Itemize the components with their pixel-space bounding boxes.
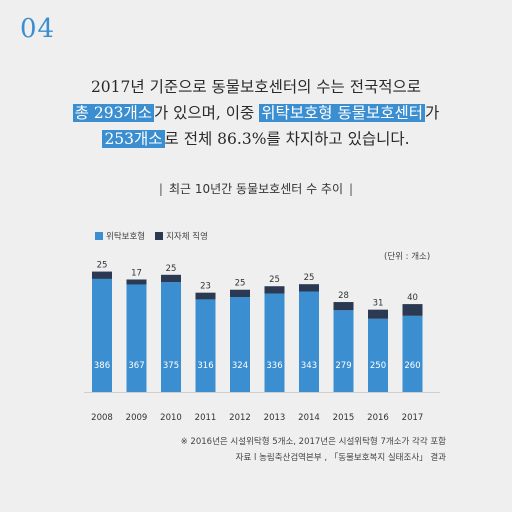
headline-line-3: 253개소 로 전체 86.3%를 차지하고 있습니다.	[0, 126, 512, 152]
data-label-outsourced-2011: 316	[197, 361, 213, 371]
footnote-source: 자료 l 농림축산검역본부 , 「동물보호복지 실태조사」 결과	[235, 453, 446, 463]
bar-municipal-2010	[161, 274, 181, 283]
bar-outsourced-2015	[333, 310, 354, 392]
bar-municipal-2017	[402, 304, 423, 316]
headline-line-1: 2017년 기준으로 동물보호센터의 수는 전국적으로	[90, 78, 422, 96]
x-tick-label-2015: 2015	[333, 413, 355, 423]
data-label-municipal-2013: 25	[269, 275, 280, 285]
headline: 2017년 기준으로 동물보호센터의 수는 전국적으로 총 293개소 가 있으며…	[0, 74, 512, 152]
footnote-note: ※ 2016년은 시설위탁형 5개소, 2017년은 시설위탁형 7개소가 각각…	[180, 437, 446, 447]
data-label-outsourced-2012: 324	[232, 361, 248, 371]
bar-municipal-2015	[333, 302, 354, 311]
data-label-municipal-2014: 25	[304, 273, 315, 283]
footnote: ※ 2016년은 시설위탁형 5개소, 2017년은 시설위탁형 7개소가 각각…	[181, 434, 446, 466]
data-label-outsourced-2017: 260	[404, 361, 420, 371]
x-tick-label-2008: 2008	[91, 413, 113, 423]
x-tick-label-2012: 2012	[229, 413, 251, 423]
legend-label-outsourced: 위탁보호형	[106, 232, 146, 242]
x-tick-label-2014: 2014	[298, 413, 320, 423]
x-tick-label-2009: 2009	[126, 413, 148, 423]
data-label-municipal-2016: 31	[373, 299, 384, 309]
legend-swatch-municipal	[155, 232, 164, 240]
chart-legend: 위탁보호형 지자체 직영	[95, 230, 208, 242]
bar-municipal-2011	[195, 292, 216, 300]
data-label-municipal-2015: 28	[338, 291, 349, 301]
chart-title-bar-left: |	[158, 182, 163, 196]
legend-item-outsourced: 위탁보호형	[95, 230, 145, 242]
bar-outsourced-2014	[299, 291, 319, 392]
data-label-municipal-2010: 25	[166, 264, 177, 274]
bar-municipal-2013	[264, 286, 285, 294]
headline-line-3-rest: 로 전체 86.3%를 차지하고 있습니다.	[164, 130, 410, 148]
headline-line-2: 총 293개소 가 있으며, 이중 위탁보호형 동물보호센터 가	[0, 100, 512, 126]
page-number: 04	[20, 14, 56, 44]
data-label-outsourced-2013: 336	[266, 361, 282, 371]
chart-title-bar-right: |	[349, 182, 354, 196]
bar-outsourced-2013	[264, 293, 285, 392]
chart-title-text: 최근 10년간 동물보호센터 수 추이	[168, 182, 344, 196]
x-tick-label-2016: 2016	[367, 413, 389, 423]
highlight-outsourced: 위탁보호형 동물보호센터	[259, 104, 426, 122]
bar-outsourced-2017	[402, 315, 423, 392]
bar-municipal-2014	[299, 284, 319, 292]
legend-label-municipal: 지자체 직영	[166, 232, 208, 242]
data-label-outsourced-2015: 279	[335, 361, 351, 371]
headline-line-2-end: 가	[425, 104, 440, 122]
bar-outsourced-2011	[195, 299, 216, 392]
highlight-count: 253개소	[102, 130, 165, 148]
data-label-municipal-2012: 25	[235, 279, 246, 289]
bar-municipal-2016	[368, 309, 388, 319]
data-label-outsourced-2009: 367	[128, 361, 144, 371]
headline-line-2-mid: 가 있으며, 이중	[153, 104, 260, 122]
data-label-outsourced-2008: 386	[94, 361, 110, 371]
data-label-municipal-2011: 23	[200, 282, 211, 292]
data-label-municipal-2017: 40	[407, 293, 418, 303]
x-tick-label-2010: 2010	[160, 413, 182, 423]
bar-municipal-2012	[230, 289, 250, 298]
x-tick-label-2017: 2017	[402, 413, 424, 423]
data-label-municipal-2009: 17	[131, 268, 142, 278]
legend-swatch-outsourced	[95, 232, 103, 240]
data-label-municipal-2008: 25	[97, 261, 108, 271]
bar-outsourced-2010	[161, 282, 181, 392]
x-tick-label-2011: 2011	[195, 413, 217, 423]
unit-label: (단위 : 개소)	[384, 252, 431, 262]
bar-outsourced-2016	[368, 318, 388, 392]
chart-title: | 최근 10년간 동물보호센터 수 추이 |	[0, 180, 512, 197]
x-tick-label-2013: 2013	[264, 413, 286, 423]
highlight-total: 총 293개소	[72, 104, 154, 122]
bar-municipal-2008	[92, 271, 112, 279]
bar-outsourced-2009	[126, 284, 147, 392]
bar-municipal-2009	[126, 279, 147, 285]
bar-outsourced-2012	[230, 297, 250, 392]
data-label-outsourced-2014: 343	[301, 361, 317, 371]
legend-item-municipal: 지자체 직영	[155, 230, 208, 242]
data-label-outsourced-2016: 250	[370, 361, 386, 371]
data-label-outsourced-2010: 375	[163, 361, 179, 371]
bar-outsourced-2008	[92, 278, 112, 392]
